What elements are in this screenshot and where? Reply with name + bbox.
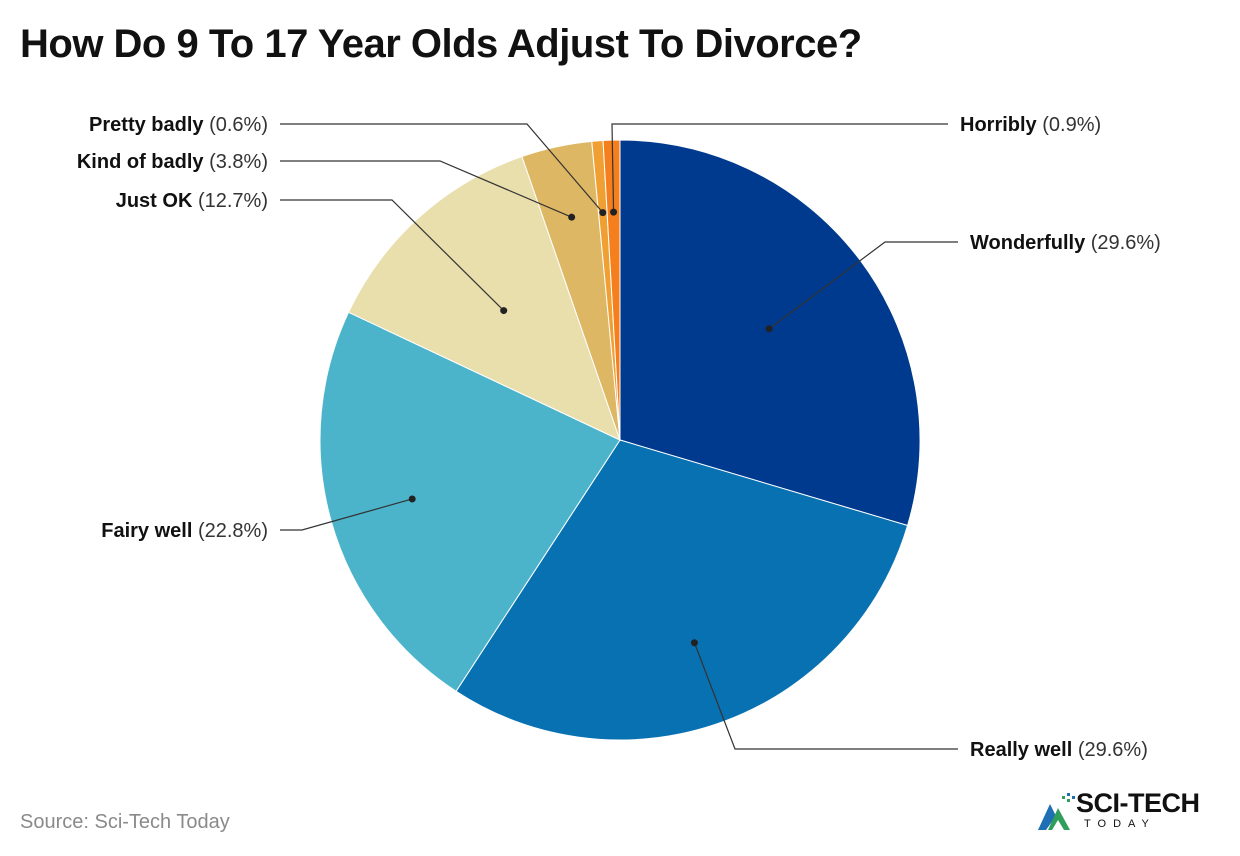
slice-label: Really well (29.6%) bbox=[970, 739, 1148, 761]
leader-line bbox=[280, 498, 413, 531]
logo-mountain-icon bbox=[1038, 793, 1075, 830]
slice-label: Just OK (12.7%) bbox=[116, 190, 268, 212]
leader-line bbox=[280, 123, 604, 214]
leader-line bbox=[280, 199, 505, 311]
sci-tech-logo: SCI-TECH TODAY bbox=[1036, 788, 1226, 834]
leader-line bbox=[693, 642, 958, 750]
slice-label-name: Fairy well bbox=[101, 520, 192, 542]
slice-label: Pretty badly (0.6%) bbox=[89, 114, 268, 136]
logo-tagline: TODAY bbox=[1084, 818, 1156, 830]
pie-slice-really-well bbox=[455, 439, 909, 741]
slice-label-value: (22.8%) bbox=[192, 520, 268, 542]
leader-dot bbox=[765, 325, 773, 333]
chart-title: How Do 9 To 17 Year Olds Adjust To Divor… bbox=[20, 22, 862, 66]
leader-dot bbox=[610, 208, 618, 216]
slice-labels: Wonderfully (29.6%)Really well (29.6%)Fa… bbox=[77, 114, 1161, 761]
slice-label-name: Kind of badly bbox=[77, 151, 205, 173]
leader-dot bbox=[568, 213, 576, 221]
leader-dot bbox=[599, 209, 607, 217]
slice-label: Wonderfully (29.6%) bbox=[970, 232, 1161, 254]
slice-label-value: (0.6%) bbox=[204, 114, 268, 136]
slice-label: Horribly (0.9%) bbox=[960, 114, 1101, 136]
logo-name: SCI-TECH bbox=[1076, 788, 1200, 818]
source-note: Source: Sci-Tech Today bbox=[20, 811, 230, 833]
slice-label-name: Really well bbox=[970, 739, 1072, 761]
leader-line bbox=[768, 241, 958, 330]
pie-slice-horribly bbox=[602, 139, 621, 441]
leader-line bbox=[280, 160, 572, 218]
slice-label: Kind of badly (3.8%) bbox=[77, 151, 268, 173]
leader-lines bbox=[280, 123, 958, 750]
slice-label-value: (29.6%) bbox=[1085, 232, 1161, 254]
pie-slices bbox=[319, 139, 921, 741]
leader-dot bbox=[500, 307, 508, 315]
leader-dot bbox=[690, 639, 698, 647]
pie-slice-just-ok bbox=[347, 155, 621, 441]
slice-label-name: Wonderfully bbox=[970, 232, 1086, 254]
slice-label-name: Just OK bbox=[116, 190, 193, 212]
slice-label-value: (12.7%) bbox=[192, 190, 268, 212]
leader-line bbox=[611, 123, 948, 213]
slice-label-name: Pretty badly bbox=[89, 114, 204, 136]
leader-dot bbox=[408, 495, 416, 503]
slice-label-value: (29.6%) bbox=[1072, 739, 1148, 761]
slice-label-value: (0.9%) bbox=[1037, 114, 1101, 136]
slice-label-value: (3.8%) bbox=[204, 151, 268, 173]
slice-label-name: Horribly bbox=[960, 114, 1038, 136]
slice-label: Fairy well (22.8%) bbox=[101, 520, 268, 542]
